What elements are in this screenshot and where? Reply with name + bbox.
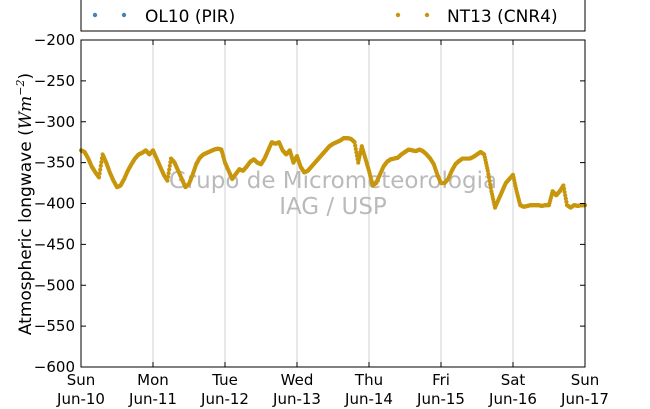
data-point <box>561 183 566 188</box>
x-tick-label-day: Fri <box>432 371 450 389</box>
data-point-interp <box>487 178 492 184</box>
axis-ticks: SunJun-10MonJun-11TueJun-12WedJun-13ThuJ… <box>34 31 609 408</box>
legend-marker-nt13-1 <box>395 12 401 18</box>
legend: OL10 (PIR) NT13 (CNR4) <box>80 0 586 32</box>
x-tick-label-day: Mon <box>137 371 169 389</box>
legend-marker-nt13-2 <box>424 12 430 18</box>
x-tick-label-day: Sat <box>501 371 526 389</box>
y-tick-label: −550 <box>34 317 75 335</box>
y-axis-label-unit: Wm <box>16 96 36 130</box>
y-axis-label: Atmospheric longwave (Wm−2) <box>14 73 36 335</box>
data-point <box>485 168 490 173</box>
data-point-interp <box>166 171 171 176</box>
y-tick-label: −250 <box>34 72 75 90</box>
data-point-interp <box>486 175 492 180</box>
grid <box>152 40 514 367</box>
data-point-interp <box>167 163 172 168</box>
data-point-interp <box>488 185 493 190</box>
data-point-interp <box>98 163 103 168</box>
data-point-interp <box>486 172 491 177</box>
y-tick-label: −300 <box>34 113 75 131</box>
legend-marker-ol10-2 <box>121 12 127 18</box>
data-point-interp <box>563 196 568 201</box>
data-point-interp <box>561 186 567 191</box>
data-point-interp <box>354 150 359 155</box>
data-point-interp <box>562 189 567 195</box>
data-point-interp <box>353 146 358 152</box>
y-tick-label: −500 <box>34 276 75 294</box>
y-axis-label-exponent: −2 <box>14 79 27 95</box>
y-tick-label: −200 <box>34 31 75 49</box>
y-tick-label: −600 <box>34 358 75 376</box>
y-tick-label: −400 <box>34 195 75 213</box>
data-point-interp <box>99 159 104 165</box>
y-axis-label-text: Atmospheric longwave ( <box>16 129 36 335</box>
x-tick-label-date: Jun-14 <box>344 390 393 408</box>
x-tick-label-date: Jun-11 <box>128 390 177 408</box>
x-tick-label-date: Jun-15 <box>416 390 465 408</box>
x-tick-label-day: Sun <box>67 371 96 389</box>
plot-frame <box>80 39 586 368</box>
data-point <box>96 175 102 180</box>
x-tick-label-day: Sun <box>571 371 600 389</box>
data-point <box>165 178 170 183</box>
x-tick-label-day: Thu <box>354 371 383 389</box>
x-tick-label-date: Jun-12 <box>200 390 249 408</box>
data-point-interp <box>97 171 102 176</box>
data-point-interp <box>353 143 358 148</box>
plot-area <box>81 40 585 367</box>
data-points <box>78 136 588 210</box>
data-point-interp <box>98 167 103 172</box>
watermark-line-2: IAG / USP <box>279 194 387 220</box>
legend-box <box>80 0 586 32</box>
data-point-interp <box>167 167 172 172</box>
x-tick-label-date: Jun-17 <box>560 390 609 408</box>
legend-label-nt13: NT13 (CNR4) <box>447 7 558 27</box>
y-axis-label-close: ) <box>16 73 36 80</box>
data-point <box>352 140 357 145</box>
legend-label-ol10: OL10 (PIR) <box>145 7 235 27</box>
data-point-interp <box>165 174 171 180</box>
x-tick-label-day: Wed <box>281 371 314 389</box>
y-tick-label: −350 <box>34 154 75 172</box>
x-tick-label-date: Jun-10 <box>56 390 105 408</box>
x-tick-label-day: Tue <box>211 371 238 389</box>
legend-marker-ol10-1 <box>92 12 98 18</box>
data-point-interp <box>564 199 569 204</box>
data-point-interp <box>563 193 568 198</box>
data-point-interp <box>488 182 493 187</box>
x-tick-label-date: Jun-13 <box>272 390 321 408</box>
x-tick-label-date: Jun-16 <box>488 390 537 408</box>
y-tick-label: −450 <box>34 235 75 253</box>
